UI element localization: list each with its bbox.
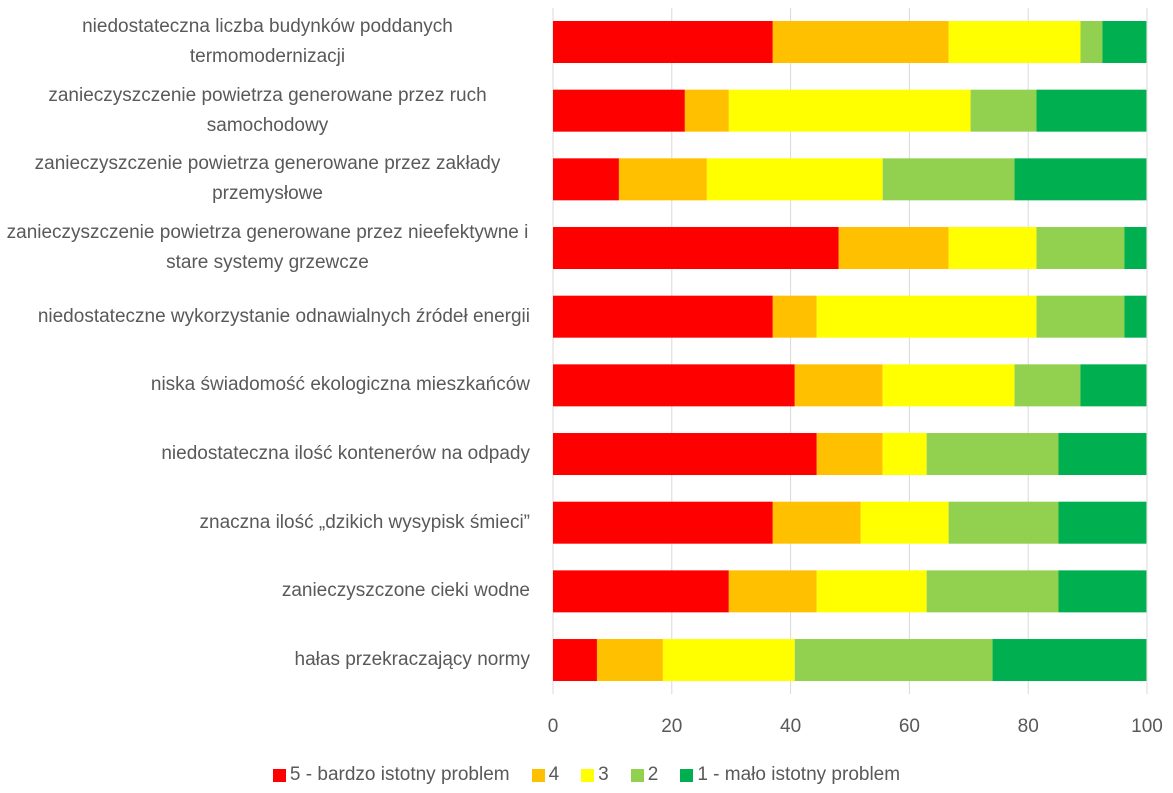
bar-segment — [553, 433, 817, 476]
bar-segment — [596, 639, 663, 682]
bar-segment — [1102, 21, 1147, 63]
bar-segment — [553, 364, 795, 407]
category-label: znaczna ilość „dzikich wysypisk śmieci” — [0, 493, 530, 553]
bar-segment — [882, 364, 1015, 407]
bar-segment — [816, 570, 927, 613]
category-label: zanieczyszczenie powietrza generowane pr… — [0, 81, 530, 141]
legend-label: 4 — [548, 764, 560, 785]
category-text: niska świadomość ekologiczna mieszkańców — [150, 374, 530, 396]
bar-segment — [948, 227, 1037, 270]
bar-segment — [794, 364, 883, 407]
category-text: zanieczyszczone cieki wodne — [281, 580, 530, 602]
x-tick-label: 100 — [1131, 716, 1163, 737]
bar-segment — [553, 227, 839, 270]
bar-segment — [553, 89, 685, 132]
category-text: znaczna ilość „dzikich wysypisk śmieci” — [199, 511, 530, 533]
bar-segment — [618, 158, 707, 201]
category-text: niedostateczna ilość kontenerów na odpad… — [161, 443, 530, 465]
bar-segment — [553, 21, 773, 63]
category-text: zanieczyszczenie powietrza generowane pr… — [34, 153, 501, 205]
category-label: zanieczyszczenie powietrza generowane pr… — [0, 149, 530, 209]
bar-segment — [816, 295, 1037, 338]
bar-segment — [882, 158, 1015, 201]
legend-label: 1 - mało istotny problem — [697, 764, 901, 785]
category-label: zanieczyszczone cieki wodne — [0, 561, 530, 621]
legend-item: 4 — [531, 764, 560, 786]
bar-segment — [772, 295, 817, 338]
x-tick-label: 0 — [548, 716, 559, 737]
bar-segment — [816, 433, 883, 476]
bar-segment — [1036, 227, 1125, 270]
category-label: hałas przekraczający normy — [0, 630, 530, 690]
bar-segment — [553, 295, 773, 338]
bar-segment — [728, 89, 971, 132]
bar-segment — [553, 639, 597, 682]
bar-segment — [948, 501, 1059, 544]
category-label: niska świadomość ekologiczna mieszkańców — [0, 355, 530, 415]
bar-segment — [838, 227, 949, 270]
bar-segment — [1058, 570, 1147, 613]
x-tick-label: 40 — [780, 716, 801, 737]
bar-segment — [1058, 433, 1147, 476]
legend-item: 5 - bardzo istotny problem — [272, 764, 510, 786]
bar-segment — [970, 89, 1037, 132]
bar-segment — [1058, 501, 1147, 544]
bar-segment — [553, 158, 619, 201]
category-text: niedostateczne wykorzystanie odnawialnyc… — [37, 305, 530, 327]
bar-segment — [860, 501, 949, 544]
bar-segment — [728, 570, 817, 613]
bar-segment — [1014, 158, 1147, 201]
legend-swatch — [531, 768, 545, 782]
category-text: zanieczyszczenie powietrza generowane pr… — [48, 84, 487, 136]
bar-segment — [1036, 295, 1125, 338]
category-label: niedostateczna liczba budynków poddanych… — [0, 12, 530, 72]
bar-segment — [1080, 21, 1103, 63]
bar-segment — [926, 433, 1059, 476]
bar-segment — [992, 639, 1147, 682]
bar-segment — [684, 89, 729, 132]
x-tick-label: 20 — [661, 716, 682, 737]
legend-label: 5 - bardzo istotny problem — [289, 764, 510, 785]
legend-item: 1 - mało istotny problem — [680, 764, 900, 786]
category-text: niedostateczna liczba budynków poddanych… — [82, 16, 453, 67]
x-tick-label: 60 — [899, 716, 920, 737]
category-label: niedostateczna ilość kontenerów na odpad… — [0, 424, 530, 484]
bar-segment — [1036, 89, 1147, 132]
legend-item: 3 — [581, 764, 609, 786]
bar-segment — [706, 158, 883, 201]
category-label: zanieczyszczenie powietrza generowane pr… — [0, 218, 530, 278]
category-text: hałas przekraczający normy — [294, 649, 530, 671]
bar-segment — [948, 21, 1081, 63]
bar-segment — [553, 501, 773, 544]
bar-segment — [1124, 227, 1147, 270]
legend-swatch — [680, 768, 694, 782]
bar-segment — [662, 639, 795, 682]
legend-swatch — [630, 768, 644, 782]
legend-label: 3 — [598, 764, 609, 785]
legend-swatch — [581, 768, 595, 782]
bar-segment — [553, 570, 729, 613]
category-label: niedostateczne wykorzystanie odnawialnyc… — [0, 287, 530, 347]
legend-item: 2 — [630, 764, 659, 786]
bar-segment — [794, 639, 993, 682]
category-text: zanieczyszczenie powietrza generowane pr… — [6, 222, 529, 273]
bar-segment — [1014, 364, 1081, 407]
bar-segment — [772, 501, 861, 544]
legend-swatch — [272, 768, 286, 782]
legend: 5 - bardzo istotny problem 4 3 2 1 - mało is… — [0, 764, 1173, 786]
bar-segment — [1080, 364, 1147, 407]
legend-label: 2 — [647, 764, 659, 785]
bar-segment — [1124, 295, 1147, 338]
bar-segment — [772, 21, 949, 63]
bar-segment — [926, 570, 1059, 613]
x-tick-label: 80 — [1018, 716, 1039, 737]
bar-segment — [882, 433, 927, 476]
